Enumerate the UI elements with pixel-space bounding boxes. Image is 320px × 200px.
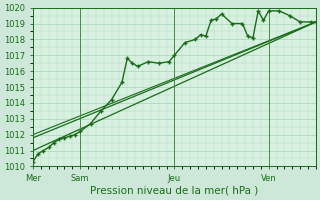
X-axis label: Pression niveau de la mer( hPa ): Pression niveau de la mer( hPa )	[90, 186, 259, 196]
